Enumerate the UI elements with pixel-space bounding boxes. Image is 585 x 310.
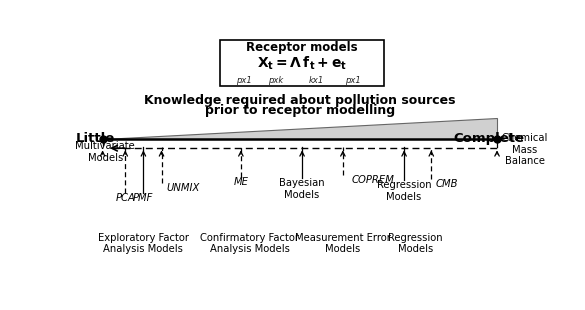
Text: Receptor models: Receptor models bbox=[246, 41, 358, 54]
Text: Measurement Error
Models: Measurement Error Models bbox=[295, 233, 391, 255]
Text: px1: px1 bbox=[236, 76, 252, 85]
Text: Confirmatory Factor
Analysis Models: Confirmatory Factor Analysis Models bbox=[201, 233, 300, 255]
Text: Regression
Models: Regression Models bbox=[377, 180, 431, 202]
Text: Chemical
Mass
Balance: Chemical Mass Balance bbox=[501, 133, 548, 166]
Text: COPREM: COPREM bbox=[352, 175, 395, 185]
Text: ME: ME bbox=[233, 177, 249, 187]
Polygon shape bbox=[102, 118, 497, 139]
Text: kx1: kx1 bbox=[309, 76, 324, 85]
Text: UNMIX: UNMIX bbox=[166, 183, 199, 193]
Text: Bayesian
Models: Bayesian Models bbox=[279, 178, 325, 200]
Text: PMF: PMF bbox=[133, 193, 154, 203]
Text: px1: px1 bbox=[345, 76, 361, 85]
Text: Complete: Complete bbox=[453, 132, 524, 145]
Text: PCA: PCA bbox=[115, 193, 135, 203]
Text: $\mathbf{X_t = \Lambda\,f_t + e_t}$: $\mathbf{X_t = \Lambda\,f_t + e_t}$ bbox=[257, 54, 347, 72]
Text: Knowledge required about pollution sources: Knowledge required about pollution sourc… bbox=[144, 94, 456, 107]
FancyBboxPatch shape bbox=[221, 40, 384, 86]
Text: Exploratory Factor
Analysis Models: Exploratory Factor Analysis Models bbox=[98, 233, 189, 255]
Text: Multivariate
Models: Multivariate Models bbox=[75, 141, 135, 163]
Text: Regression
Models: Regression Models bbox=[388, 233, 443, 255]
Text: pxk: pxk bbox=[268, 76, 283, 85]
Text: CMB: CMB bbox=[436, 179, 458, 189]
Text: Little: Little bbox=[75, 132, 115, 145]
Text: prior to receptor modelling: prior to receptor modelling bbox=[205, 104, 395, 117]
